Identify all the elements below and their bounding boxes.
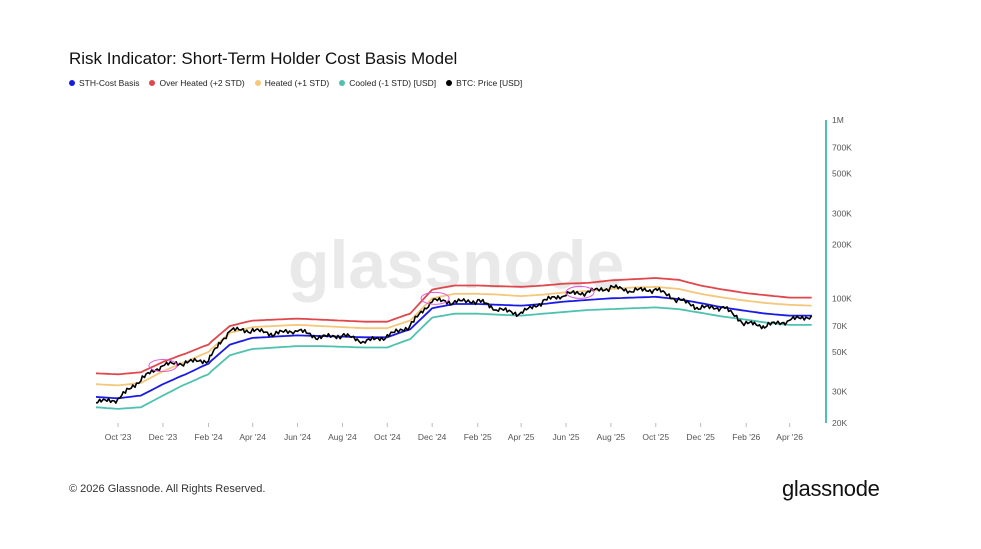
x-tick-label: Oct '23: [105, 432, 132, 442]
legend-label: Over Heated (+2 STD): [159, 78, 245, 88]
x-tick-label: Aug '24: [328, 432, 357, 442]
legend-label: STH-Cost Basis: [79, 78, 140, 88]
legend-dot-icon: [149, 80, 156, 86]
highlight-ellipse: [565, 285, 595, 299]
legend-item-sth-cost-basis[interactable]: STH-Cost Basis: [69, 78, 139, 88]
x-tick-label: Jun '24: [284, 432, 311, 442]
x-tick-label: Apr '26: [776, 432, 803, 442]
y-tick-label: 300K: [832, 208, 852, 218]
y-tick-label: 70K: [832, 321, 847, 331]
y-tick-label: 50K: [832, 347, 847, 357]
legend-label: Cooled (-1 STD) [USD]: [349, 78, 437, 88]
y-tick-label: 100K: [832, 293, 852, 303]
highlight-ellipse: [148, 359, 178, 373]
y-tick-label: 1M: [832, 115, 844, 125]
y-axis: 20K 30K 50K 70K 100K 200K 300K 500K 700K 1M: [825, 115, 852, 428]
legend-item-over-heated[interactable]: Over Heated (+2 STD): [149, 78, 245, 88]
series-line-sth-cost-basis: [95, 295, 812, 400]
y-tick-label: 200K: [832, 240, 852, 250]
glassnode-logo: glassnode: [782, 476, 880, 501]
y-tick-label: 500K: [832, 169, 852, 179]
highlight-group: [148, 285, 595, 373]
x-tick-label: Oct '24: [374, 432, 401, 442]
series-line-cooled-1-std-usd: [95, 306, 812, 410]
legend-item-btc-price[interactable]: BTC: Price [USD]: [446, 78, 522, 88]
x-tick-label: Apr '25: [508, 432, 535, 442]
highlight-ellipse: [420, 291, 450, 305]
y-tick-label: 20K: [832, 418, 847, 428]
series-line-btc-price-usd: [95, 284, 813, 404]
series-group: [95, 277, 813, 410]
x-tick-label: Dec '24: [418, 432, 447, 442]
x-tick-label: Oct '25: [642, 432, 669, 442]
legend-dot-icon: [446, 80, 453, 86]
series-line-heated-1-std: [95, 285, 812, 387]
x-tick-label: Dec '25: [686, 432, 715, 442]
x-tick-label: Feb '25: [464, 432, 492, 442]
legend-label: BTC: Price [USD]: [456, 78, 523, 88]
legend: STH-Cost Basis Over Heated (+2 STD) Heat…: [69, 78, 522, 88]
x-tick-label: Aug '25: [597, 432, 626, 442]
legend-dot-icon: [254, 80, 261, 86]
copyright-footer: © 2026 Glassnode. All Rights Reserved.: [69, 483, 266, 495]
x-tick-label: Jun '25: [552, 432, 579, 442]
y-tick-label: 700K: [832, 143, 852, 153]
x-tick-label: Dec '23: [149, 432, 178, 442]
x-tick-label: Apr '24: [239, 432, 266, 442]
legend-dot-icon: [69, 80, 75, 86]
y-tick-label: 30K: [832, 387, 847, 397]
legend-label: Heated (+1 STD): [264, 78, 330, 88]
x-tick-label: Feb '24: [194, 432, 222, 442]
chart-title: Risk Indicator: Short-Term Holder Cost B…: [69, 49, 458, 68]
legend-item-cooled[interactable]: Cooled (-1 STD) [USD]: [339, 78, 436, 88]
legend-item-heated[interactable]: Heated (+1 STD): [254, 78, 330, 88]
watermark: glassnode: [288, 227, 624, 303]
x-axis: Oct '23 Dec '23 Feb '24 Apr '24 Jun '24 Aug '…: [105, 423, 803, 442]
x-tick-label: Feb '26: [732, 432, 760, 442]
series-line-over-heated-2-std: [95, 277, 812, 376]
legend-dot-icon: [339, 80, 346, 86]
